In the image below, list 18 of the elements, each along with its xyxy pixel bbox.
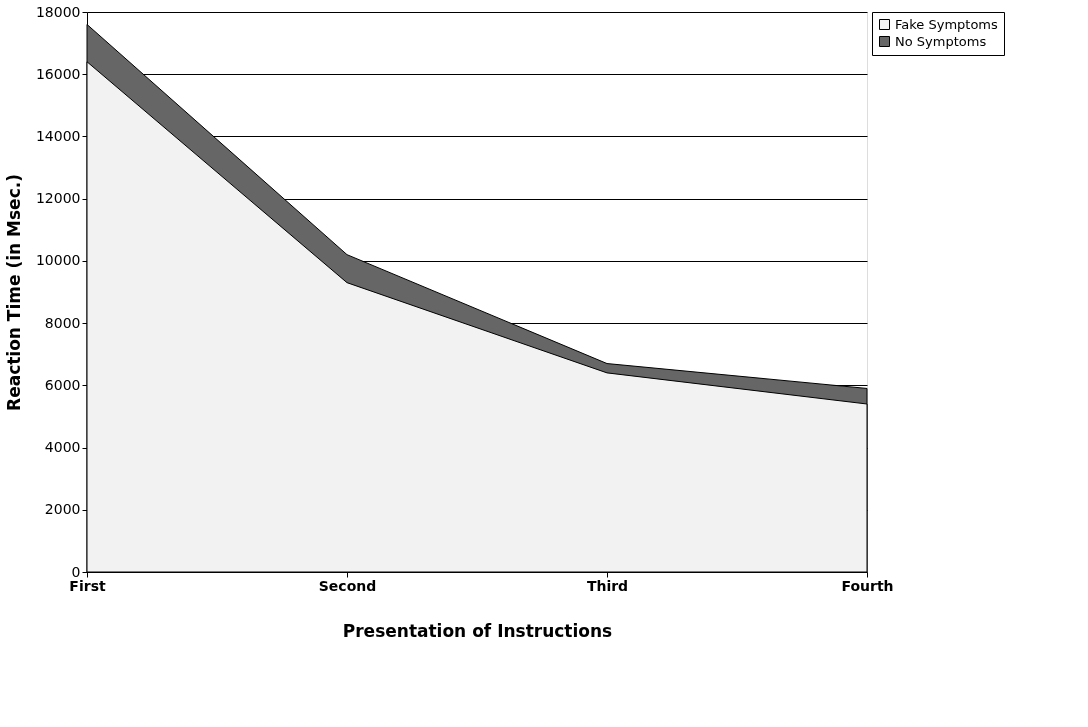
x-tick-label: Second [318, 577, 377, 594]
legend-label: Fake Symptoms [895, 16, 999, 32]
y-axis-title: Reaction Time (in Msec.) [3, 174, 24, 411]
x-tick-label: First [69, 577, 106, 594]
y-tick-label: 0 [71, 563, 81, 580]
x-axis-title: Presentation of Instructions [342, 620, 613, 641]
y-tick-label: 18000 [35, 3, 81, 20]
x-tick-label: Fourth [841, 577, 894, 594]
legend-label: No Symptoms [895, 33, 987, 49]
y-tick-label: 16000 [35, 65, 81, 82]
y-tick-label: 2000 [44, 501, 81, 518]
y-tick-label: 4000 [44, 439, 81, 456]
y-tick-label: 14000 [35, 127, 81, 144]
y-tick-label: 12000 [35, 190, 81, 207]
y-tick-label: 8000 [44, 314, 81, 331]
y-tick-label: 10000 [35, 252, 81, 269]
y-tick-label: 6000 [44, 376, 81, 393]
x-tick-label: Third [586, 577, 629, 594]
